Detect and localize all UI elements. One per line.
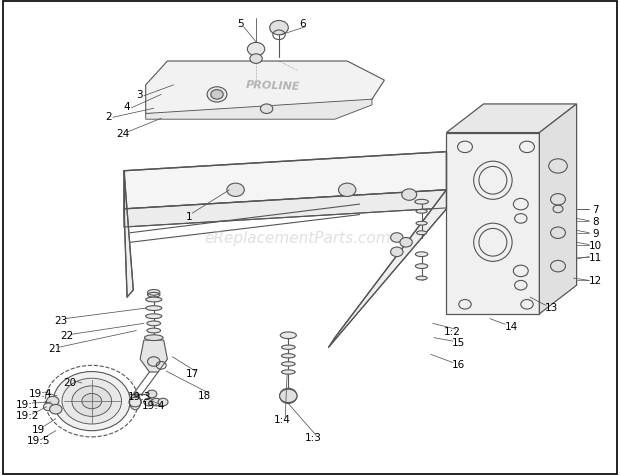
Ellipse shape [415, 200, 428, 205]
Polygon shape [124, 190, 446, 228]
Circle shape [46, 397, 59, 406]
Polygon shape [446, 133, 539, 314]
Ellipse shape [144, 335, 163, 341]
Text: 1: 1 [186, 212, 192, 221]
Polygon shape [124, 171, 133, 298]
Ellipse shape [147, 328, 161, 333]
Ellipse shape [281, 370, 295, 374]
Text: 9: 9 [592, 228, 598, 238]
Text: 7: 7 [592, 205, 598, 214]
Text: 8: 8 [592, 217, 598, 226]
Ellipse shape [280, 332, 296, 339]
Circle shape [151, 398, 161, 406]
Polygon shape [140, 340, 167, 372]
Text: 3: 3 [136, 90, 143, 100]
Text: 19:5: 19:5 [27, 436, 50, 445]
Circle shape [53, 372, 130, 431]
Ellipse shape [415, 252, 428, 257]
Ellipse shape [281, 346, 295, 349]
Text: 21: 21 [48, 344, 61, 353]
Ellipse shape [415, 264, 428, 269]
Text: 20: 20 [63, 377, 76, 387]
Polygon shape [146, 100, 372, 120]
Circle shape [391, 248, 403, 257]
Text: 6: 6 [299, 19, 306, 29]
Text: 19:4: 19:4 [142, 401, 166, 410]
Text: 19: 19 [32, 425, 45, 434]
Text: 19:4: 19:4 [29, 389, 52, 398]
Ellipse shape [280, 388, 297, 404]
Ellipse shape [281, 354, 295, 358]
Ellipse shape [416, 277, 427, 280]
Circle shape [280, 389, 297, 403]
Text: 17: 17 [185, 369, 199, 378]
Text: 11: 11 [588, 252, 602, 262]
Ellipse shape [146, 314, 162, 319]
Circle shape [147, 390, 157, 398]
Text: 1:2: 1:2 [444, 326, 461, 336]
Text: 1:3: 1:3 [304, 432, 322, 442]
Ellipse shape [130, 395, 141, 410]
Circle shape [207, 88, 227, 103]
Text: eReplacementParts.com: eReplacementParts.com [204, 230, 391, 246]
Circle shape [247, 43, 265, 57]
Text: 4: 4 [124, 102, 130, 112]
Polygon shape [124, 152, 446, 209]
Circle shape [250, 55, 262, 64]
Text: 14: 14 [505, 321, 518, 331]
Ellipse shape [146, 306, 162, 311]
Ellipse shape [416, 210, 427, 214]
Ellipse shape [147, 321, 161, 326]
Ellipse shape [281, 362, 295, 367]
Circle shape [144, 398, 154, 406]
Circle shape [43, 403, 53, 411]
Circle shape [72, 386, 112, 416]
Circle shape [82, 394, 102, 409]
Text: 2: 2 [105, 112, 112, 121]
Ellipse shape [148, 290, 160, 296]
Text: 19:1: 19:1 [16, 400, 40, 409]
Text: 24: 24 [116, 129, 130, 138]
Polygon shape [146, 62, 384, 114]
Text: PROLINE: PROLINE [246, 80, 300, 91]
Text: 18: 18 [198, 390, 211, 400]
Text: 19:3: 19:3 [128, 391, 151, 401]
Circle shape [148, 357, 160, 367]
Text: 13: 13 [545, 302, 559, 312]
Circle shape [402, 189, 417, 201]
Circle shape [211, 90, 223, 100]
Circle shape [62, 378, 122, 424]
Ellipse shape [416, 222, 427, 226]
Circle shape [270, 21, 288, 36]
Text: 12: 12 [588, 276, 602, 286]
Polygon shape [539, 105, 577, 314]
Text: 1:4: 1:4 [273, 414, 291, 424]
Circle shape [260, 105, 273, 114]
Text: 23: 23 [54, 315, 68, 325]
Circle shape [391, 233, 403, 243]
Text: 16: 16 [452, 359, 466, 369]
Text: 22: 22 [60, 331, 74, 340]
Text: 5: 5 [237, 19, 244, 29]
Polygon shape [329, 190, 446, 347]
Circle shape [50, 405, 62, 414]
Text: 15: 15 [452, 338, 466, 347]
Polygon shape [446, 105, 577, 133]
Circle shape [339, 184, 356, 197]
Ellipse shape [417, 231, 427, 235]
Circle shape [158, 398, 168, 406]
Circle shape [400, 238, 412, 248]
Text: 19:2: 19:2 [16, 411, 40, 420]
Circle shape [227, 184, 244, 197]
Ellipse shape [146, 298, 162, 302]
Text: 10: 10 [588, 240, 602, 250]
